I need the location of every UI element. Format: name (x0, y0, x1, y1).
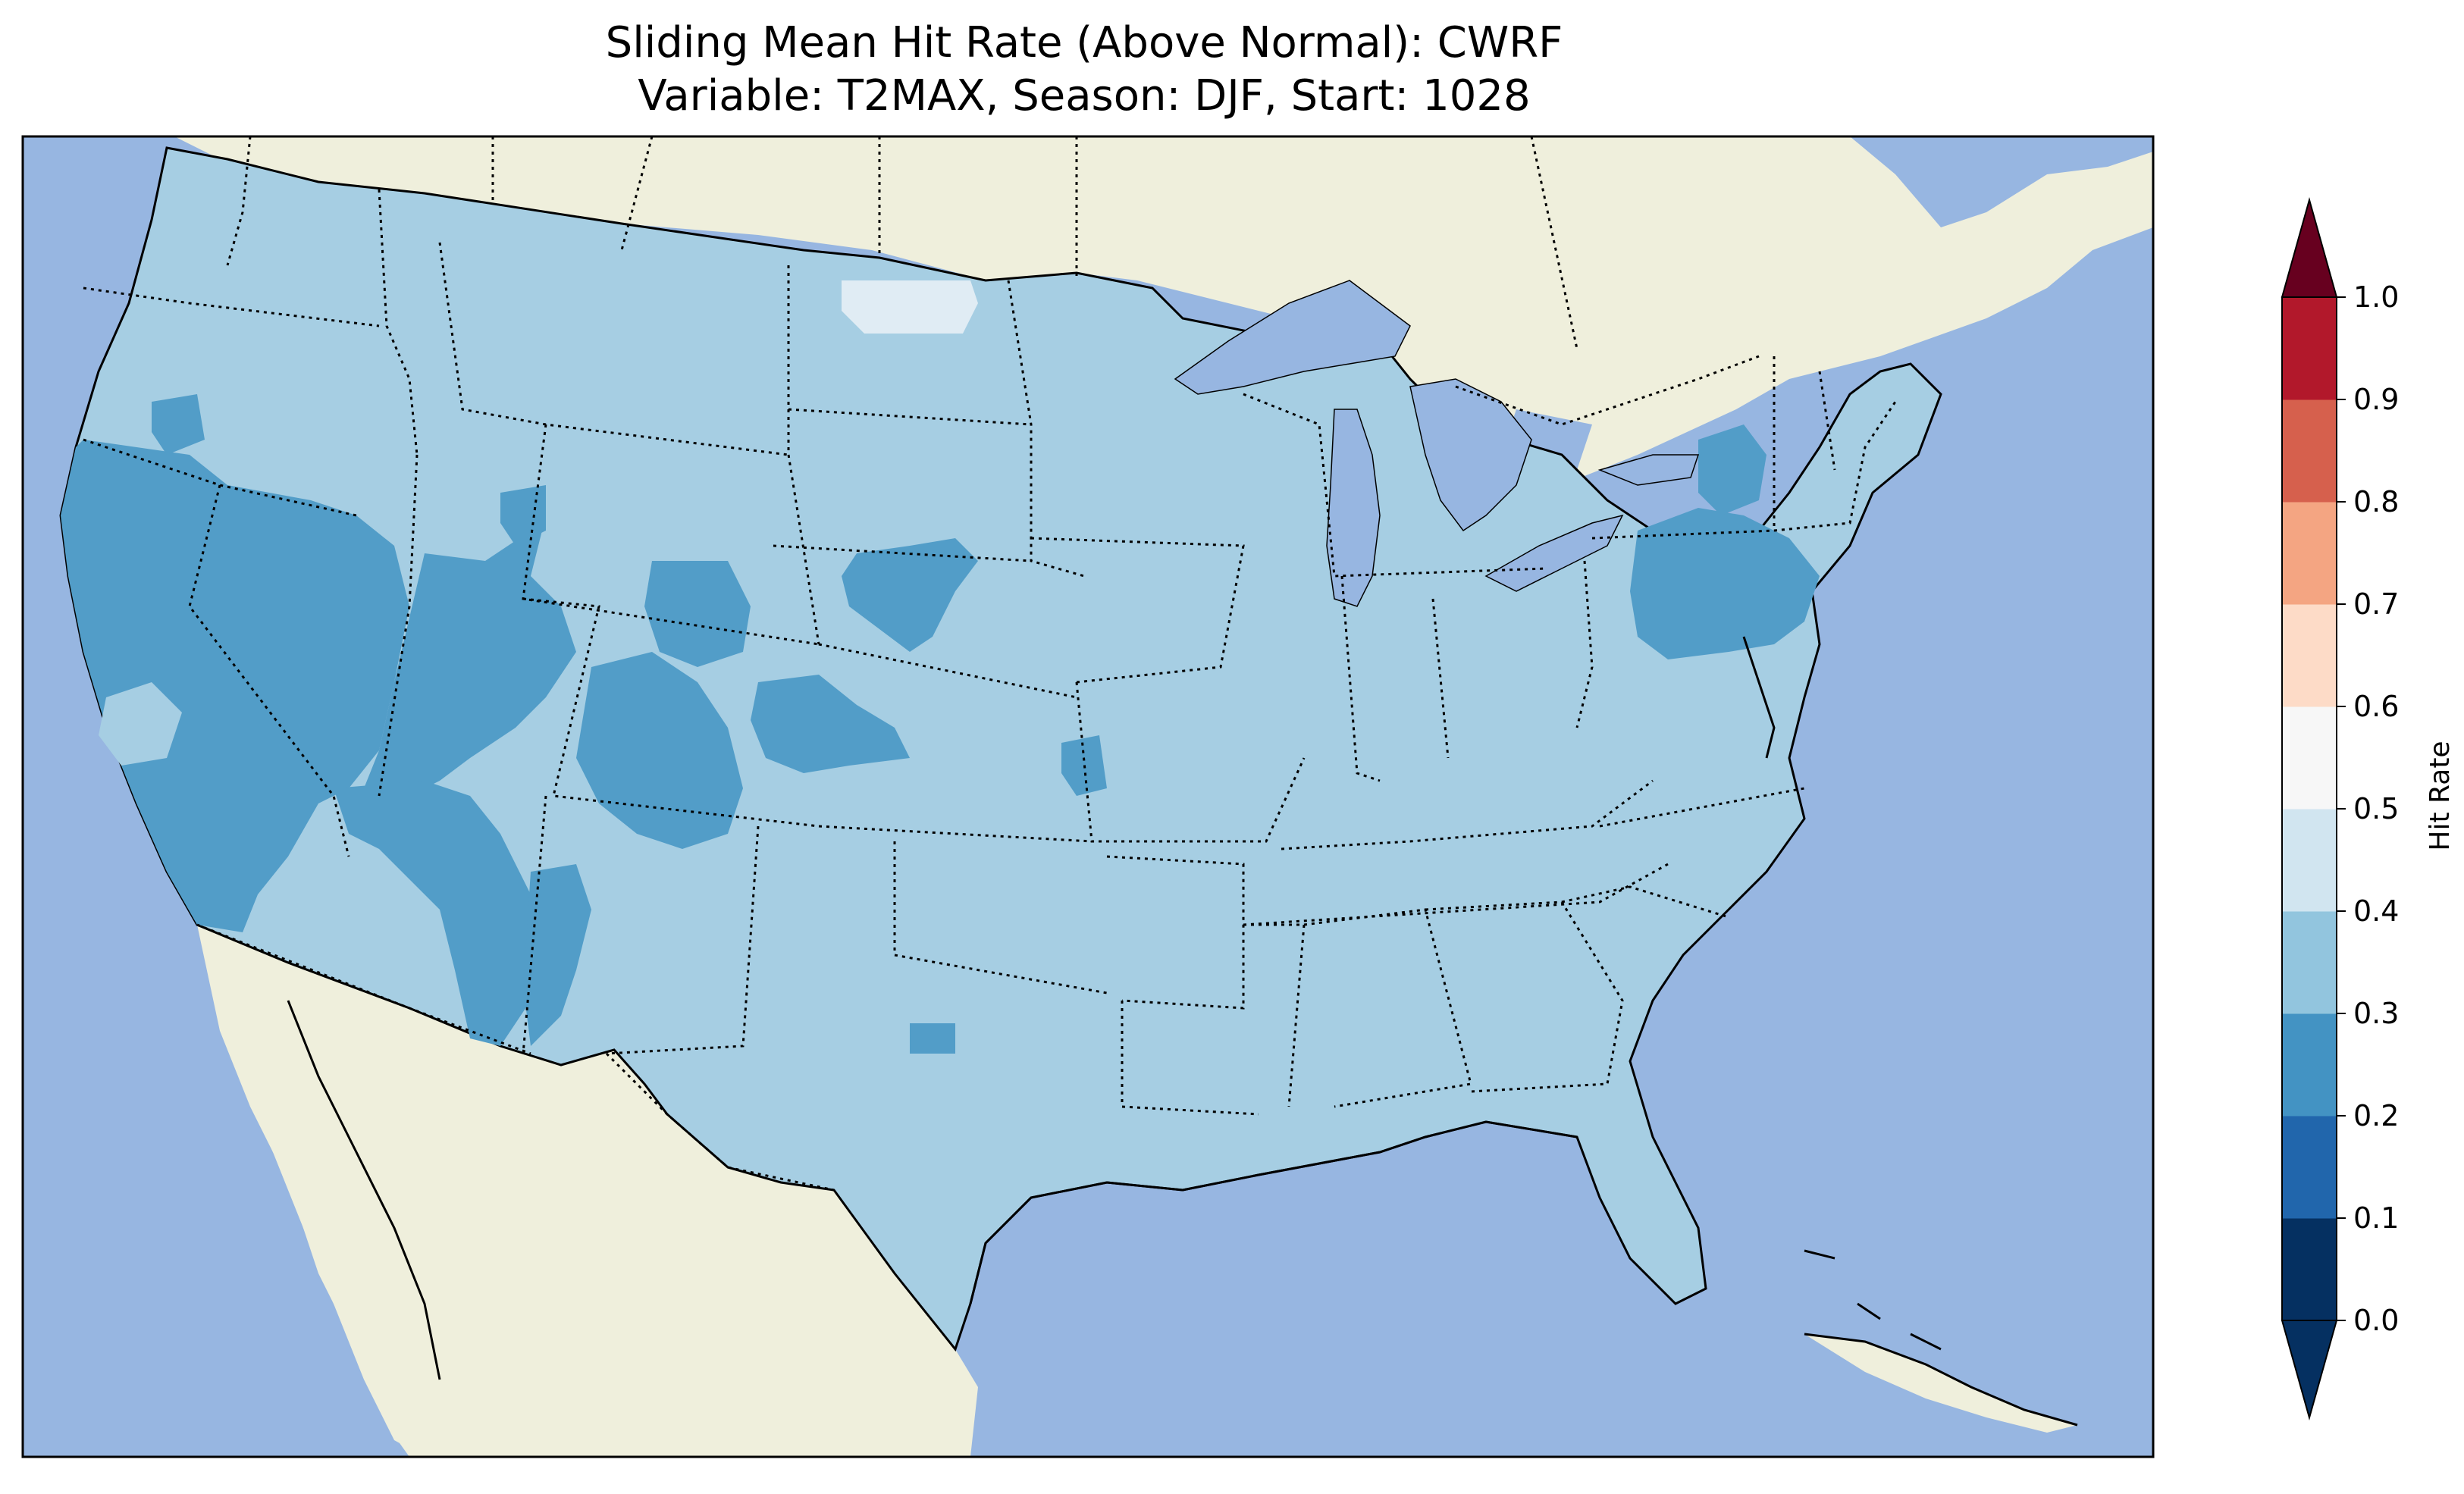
colorbar-label: Hit Rate (2425, 741, 2456, 850)
baja-land (205, 940, 440, 1457)
patch-wyoming-utah (644, 561, 751, 667)
coastline-bahamas (1804, 1249, 1942, 1351)
colorbar-bins (2281, 197, 2338, 1420)
border-pa-ny (1591, 529, 1775, 540)
colorbar-tick-label: 0.2 (2353, 1099, 2399, 1132)
patch-oregon-north (152, 394, 205, 455)
border-sd-ne (773, 544, 1032, 562)
border-vermont-nh (1818, 371, 1836, 471)
border-canada-west (226, 136, 494, 266)
colorbar-bin (2282, 809, 2337, 912)
coastline-chesapeake (1742, 636, 1776, 759)
border-california-nevada (188, 484, 350, 857)
colorbar-tick-label: 1.0 (2353, 280, 2399, 314)
colorbar-bin (2282, 1116, 2337, 1219)
colorbar-ticks: 0.0 0.1 0.2 0.3 0.4 0.5 0.6 0.7 0.8 0.9 1.0 (2337, 280, 2399, 1337)
colorbar-tick-label: 0.3 (2353, 997, 2399, 1030)
border-new-england (1773, 356, 1897, 532)
patch-arizona-utah (364, 515, 576, 803)
coastline-gulf (969, 1120, 1578, 1305)
border-minnesota (1007, 280, 1085, 578)
patch-new-mexico-west (523, 864, 591, 1046)
lake-erie (1484, 514, 1624, 592)
patch-texas-west (910, 1023, 955, 1054)
border-arkansas (1106, 855, 1245, 1010)
chart-title: Sliding Mean Hit Rate (Above Normal): CW… (0, 17, 2168, 123)
patch-colorado (576, 652, 743, 849)
border-idaho-west (378, 189, 419, 456)
coastlines (287, 636, 2078, 1427)
colorbar-bin (2282, 1013, 2337, 1117)
colorbar-tick-label: 0.9 (2353, 383, 2399, 416)
border-canada-us-east (1455, 355, 1760, 426)
title-line-1: Sliding Mean Hit Rate (Above Normal): CW… (605, 18, 1563, 67)
border-iowa (1030, 537, 1245, 684)
coastline-baja-east (287, 1000, 441, 1380)
patch-idaho (500, 485, 546, 546)
colorbar-bin (2282, 1218, 2337, 1321)
lake-ontario (1597, 454, 1700, 486)
border-ohio-pa (1575, 560, 1594, 728)
colorbar-bin (2282, 706, 2337, 810)
border-us-mexico (196, 923, 835, 1192)
border-oregon-california (83, 438, 357, 517)
canada-land (174, 136, 2153, 576)
colorbar-bin (2282, 502, 2337, 605)
patch-california-nevada (61, 440, 409, 932)
border-dakotas (787, 265, 820, 645)
lake-huron (1409, 378, 1532, 532)
colorbar-bin (2282, 604, 2337, 707)
state-boundaries (83, 136, 1897, 1192)
patch-nevada-central (99, 682, 182, 766)
border-georgia (1425, 900, 1624, 1093)
border-washington-oregon (83, 287, 380, 327)
colorbar-tick-label: 0.4 (2353, 894, 2399, 928)
border-louisiana (1121, 1001, 1259, 1116)
hit-rate-0-2-0-3-patches (61, 394, 1820, 1054)
colorbar-bin (2282, 297, 2337, 400)
border-montana-south (438, 242, 789, 456)
border-ne-ks (818, 643, 1077, 699)
border-nd-sd (788, 408, 1032, 426)
border-kentucky (1281, 779, 1654, 850)
colorbar-tick-label: 0.5 (2353, 792, 2399, 825)
border-newmexico-texas (606, 825, 760, 1055)
patch-new-york (1698, 424, 1766, 515)
border-ks-ok (818, 825, 1092, 843)
lake-michigan (1326, 409, 1381, 607)
coastline-cuba (1804, 1333, 2078, 1427)
border-canada-prairie (620, 136, 1578, 349)
patch-nebraska (842, 538, 978, 652)
border-missouri (1075, 681, 1306, 843)
cuba-land (1804, 1334, 2077, 1433)
border-wisconsin-michigan (1243, 393, 1547, 578)
map-frame (21, 135, 2155, 1458)
title-line-2: Variable: T2MAX, Season: DJF, Start: 102… (638, 71, 1531, 121)
border-utah-colorado (522, 597, 820, 828)
colorbar-tick-label: 0.7 (2353, 587, 2399, 621)
colorbar-extend-high (2281, 197, 2338, 298)
border-tennessee (1243, 863, 1669, 926)
colorbar-tick-label: 0.6 (2353, 690, 2399, 723)
border-nc-sc (1561, 885, 1729, 919)
lake-superior (1174, 280, 1411, 395)
patch-colorado-east (751, 675, 910, 773)
colorbar-bin (2282, 399, 2337, 503)
colorbar-tick-label: 0.0 (2353, 1304, 2399, 1337)
great-lakes (1174, 280, 1700, 607)
patch-north-dakota-hit-rate-0-4-0-5 (842, 280, 978, 334)
border-arizona-newmexico (522, 795, 547, 1054)
colorbar-extend-low (2281, 1320, 2338, 1420)
border-nevada-east (378, 454, 419, 797)
border-ok-tx (893, 841, 1108, 994)
border-illinois-indiana (1340, 575, 1381, 782)
patch-pennsylvania-nj (1630, 508, 1820, 659)
colorbar-bin (2282, 911, 2337, 1014)
colorbar-tick-label: 0.1 (2353, 1201, 2399, 1235)
colorbar-tick-label: 0.8 (2353, 485, 2399, 518)
patch-arizona-south (334, 781, 546, 1046)
